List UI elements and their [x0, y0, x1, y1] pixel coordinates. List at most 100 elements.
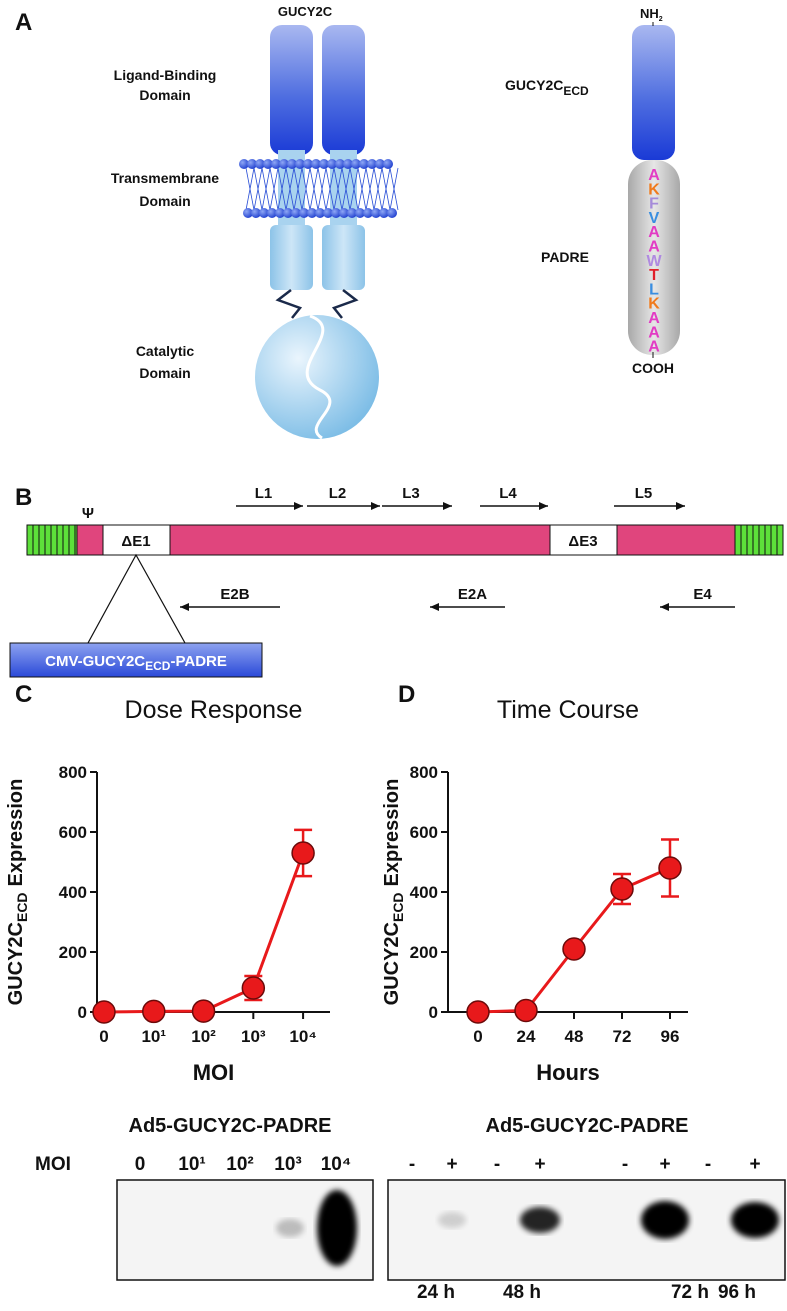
lipid-tail	[245, 167, 255, 211]
padre-residue: A	[648, 339, 660, 356]
panel-label: C	[15, 681, 32, 708]
padre-residue: W	[646, 253, 662, 270]
arrow-head	[443, 502, 452, 510]
lipid-head	[371, 208, 381, 218]
panel-label: A	[15, 9, 32, 36]
lipid-tail	[373, 167, 383, 211]
lipid-head	[267, 208, 277, 218]
x-tick-label: 72	[613, 1027, 632, 1046]
transcript-label: E2B	[220, 586, 249, 603]
data-point	[92, 1000, 116, 1024]
arrow-head	[371, 502, 380, 510]
time-label: 48 h	[503, 1282, 541, 1303]
padre-label: PADRE	[541, 249, 589, 265]
n-terminus-text: NH	[640, 6, 659, 21]
lipid-head	[375, 159, 385, 169]
lipid-head	[343, 159, 353, 169]
catalytic-domain-shape	[255, 315, 379, 439]
lipid-head	[363, 208, 373, 218]
data-point	[658, 856, 682, 880]
padre-residue: L	[649, 281, 659, 298]
receptor-title: GUCY2C	[278, 4, 333, 19]
lipid-tail	[341, 167, 351, 211]
packaging-signal: Ψ	[82, 505, 94, 522]
lipid-tail	[309, 167, 319, 211]
padre-residue: A	[648, 239, 660, 256]
y-axis-label-text: GUCY2C	[381, 922, 403, 1005]
y-tick-label: 0	[78, 1003, 87, 1022]
y-tick-label: 800	[410, 763, 438, 782]
lipid-head	[311, 159, 321, 169]
transcript-label: L4	[499, 485, 517, 502]
lipid-head	[271, 159, 281, 169]
lipid-head	[319, 159, 329, 169]
ecd-shape	[632, 25, 675, 160]
arrow-head	[430, 603, 439, 611]
lipid-tail	[285, 167, 295, 211]
deletion-box	[549, 524, 618, 556]
padre-residue: V	[649, 210, 660, 227]
y-axis-label-text: Expression	[381, 779, 403, 887]
lane-label: +	[446, 1154, 457, 1175]
blot-band	[520, 1207, 560, 1233]
insert-connector	[87, 553, 186, 644]
lipid-head	[279, 159, 289, 169]
insert-label: CMV-GUCY2CECD-PADRE	[45, 653, 227, 673]
juxtamembrane-domain	[322, 225, 365, 290]
n-terminus: NH2	[640, 6, 663, 23]
padre-residue: A	[648, 324, 660, 341]
domain-label: Ligand-Binding	[114, 67, 217, 83]
lipid-head	[287, 159, 297, 169]
lipid-tail	[253, 167, 263, 211]
lipid-head	[307, 208, 317, 218]
lane-label: -	[705, 1154, 711, 1175]
time-label: 24 h	[417, 1282, 455, 1303]
y-tick-label: 800	[59, 763, 87, 782]
lipid-tail	[349, 167, 359, 211]
data-line	[103, 852, 305, 1014]
itr-region	[26, 524, 784, 556]
lipid-tail	[261, 167, 271, 211]
ligand-domain-shape	[270, 25, 313, 155]
transcript-label: L1	[255, 485, 273, 502]
insert-text: CMV-GUCY2C	[45, 653, 145, 670]
blot-band	[731, 1202, 779, 1238]
lipid-head	[239, 159, 249, 169]
blot-title: Ad5-GUCY2C-PADRE	[129, 1115, 332, 1137]
domain-label: Domain	[139, 87, 190, 103]
lane-label: 10³	[274, 1154, 301, 1175]
lipid-head	[359, 159, 369, 169]
lipid-head	[367, 159, 377, 169]
lipid-head	[243, 208, 253, 218]
ecd-label-text: GUCY2C	[505, 77, 563, 93]
ecd-label-sub: ECD	[563, 84, 589, 98]
padre-residue: A	[648, 310, 660, 327]
lane-label: 10²	[226, 1154, 253, 1175]
blot-title: Ad5-GUCY2C-PADRE	[486, 1115, 689, 1137]
y-tick-label: 600	[59, 823, 87, 842]
catalytic-split	[305, 314, 332, 440]
x-axis-label: MOI	[193, 1060, 235, 1085]
transcript-label: L3	[402, 485, 420, 502]
lane-label: +	[659, 1154, 670, 1175]
juxtamembrane-domain	[270, 225, 313, 290]
lipid-head	[379, 208, 389, 218]
lipid-head	[383, 159, 393, 169]
padre-residue: T	[649, 267, 659, 284]
blot-row-label: MOI	[35, 1154, 71, 1175]
x-tick-label: 0	[473, 1027, 482, 1046]
lane-label: -	[494, 1154, 500, 1175]
y-axis-label-text: GUCY2C	[5, 922, 27, 1005]
y-axis-label-sub: ECD	[390, 892, 406, 922]
lipid-head	[303, 159, 313, 169]
lipid-head	[295, 159, 305, 169]
lipid-tail	[365, 167, 375, 211]
data-point	[191, 999, 216, 1023]
domain-label: Domain	[139, 365, 190, 381]
padre-residue: A	[648, 224, 660, 241]
x-tick-label: 48	[565, 1027, 584, 1046]
padre-shape	[628, 160, 680, 355]
padre-residue: F	[649, 196, 659, 213]
data-point	[514, 998, 538, 1023]
